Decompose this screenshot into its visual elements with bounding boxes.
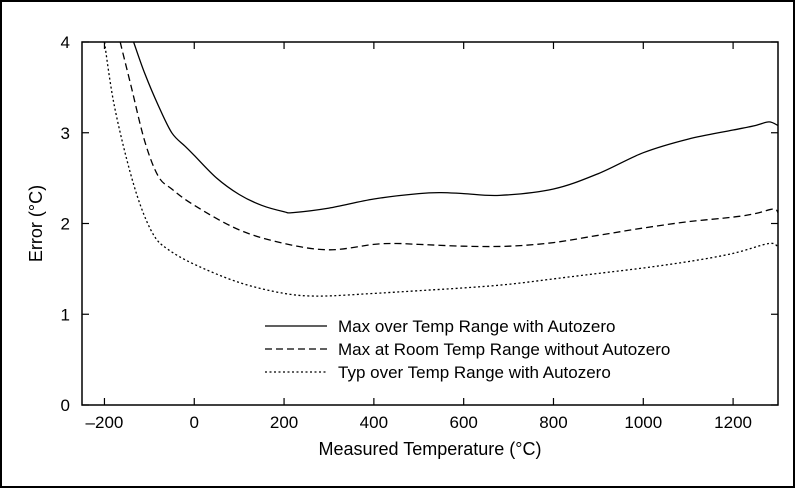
x-axis: –200 0 200 400 600 800 1000 1200 bbox=[86, 42, 752, 432]
y-tick-label: 3 bbox=[61, 124, 70, 143]
y-axis: 0 1 2 3 4 bbox=[61, 33, 778, 415]
x-tick-label: 1000 bbox=[624, 413, 662, 432]
series-layer bbox=[103, 42, 778, 297]
series-line-dashed bbox=[119, 42, 778, 251]
legend-label: Max at Room Temp Range without Autozero bbox=[338, 340, 670, 359]
legend-label: Max over Temp Range with Autozero bbox=[338, 317, 616, 336]
x-axis-title: Measured Temperature (°C) bbox=[319, 439, 542, 459]
x-tick-label: –200 bbox=[86, 413, 124, 432]
y-tick-label: 4 bbox=[61, 33, 70, 52]
x-tick-label: 200 bbox=[270, 413, 298, 432]
x-tick-label: 1200 bbox=[714, 413, 752, 432]
y-tick-label: 1 bbox=[61, 305, 70, 324]
x-tick-label: 600 bbox=[449, 413, 477, 432]
y-tick-label: 0 bbox=[61, 396, 70, 415]
y-axis-title: Error (°C) bbox=[26, 185, 46, 262]
legend-label: Typ over Temp Range with Autozero bbox=[338, 363, 611, 382]
series-line-dotted bbox=[103, 42, 778, 297]
x-tick-label: 0 bbox=[190, 413, 199, 432]
series-line-solid bbox=[132, 42, 778, 214]
legend: Max over Temp Range with Autozero Max at … bbox=[265, 317, 670, 382]
y-tick-label: 2 bbox=[61, 215, 70, 234]
x-tick-label: 800 bbox=[539, 413, 567, 432]
x-tick-label: 400 bbox=[360, 413, 388, 432]
